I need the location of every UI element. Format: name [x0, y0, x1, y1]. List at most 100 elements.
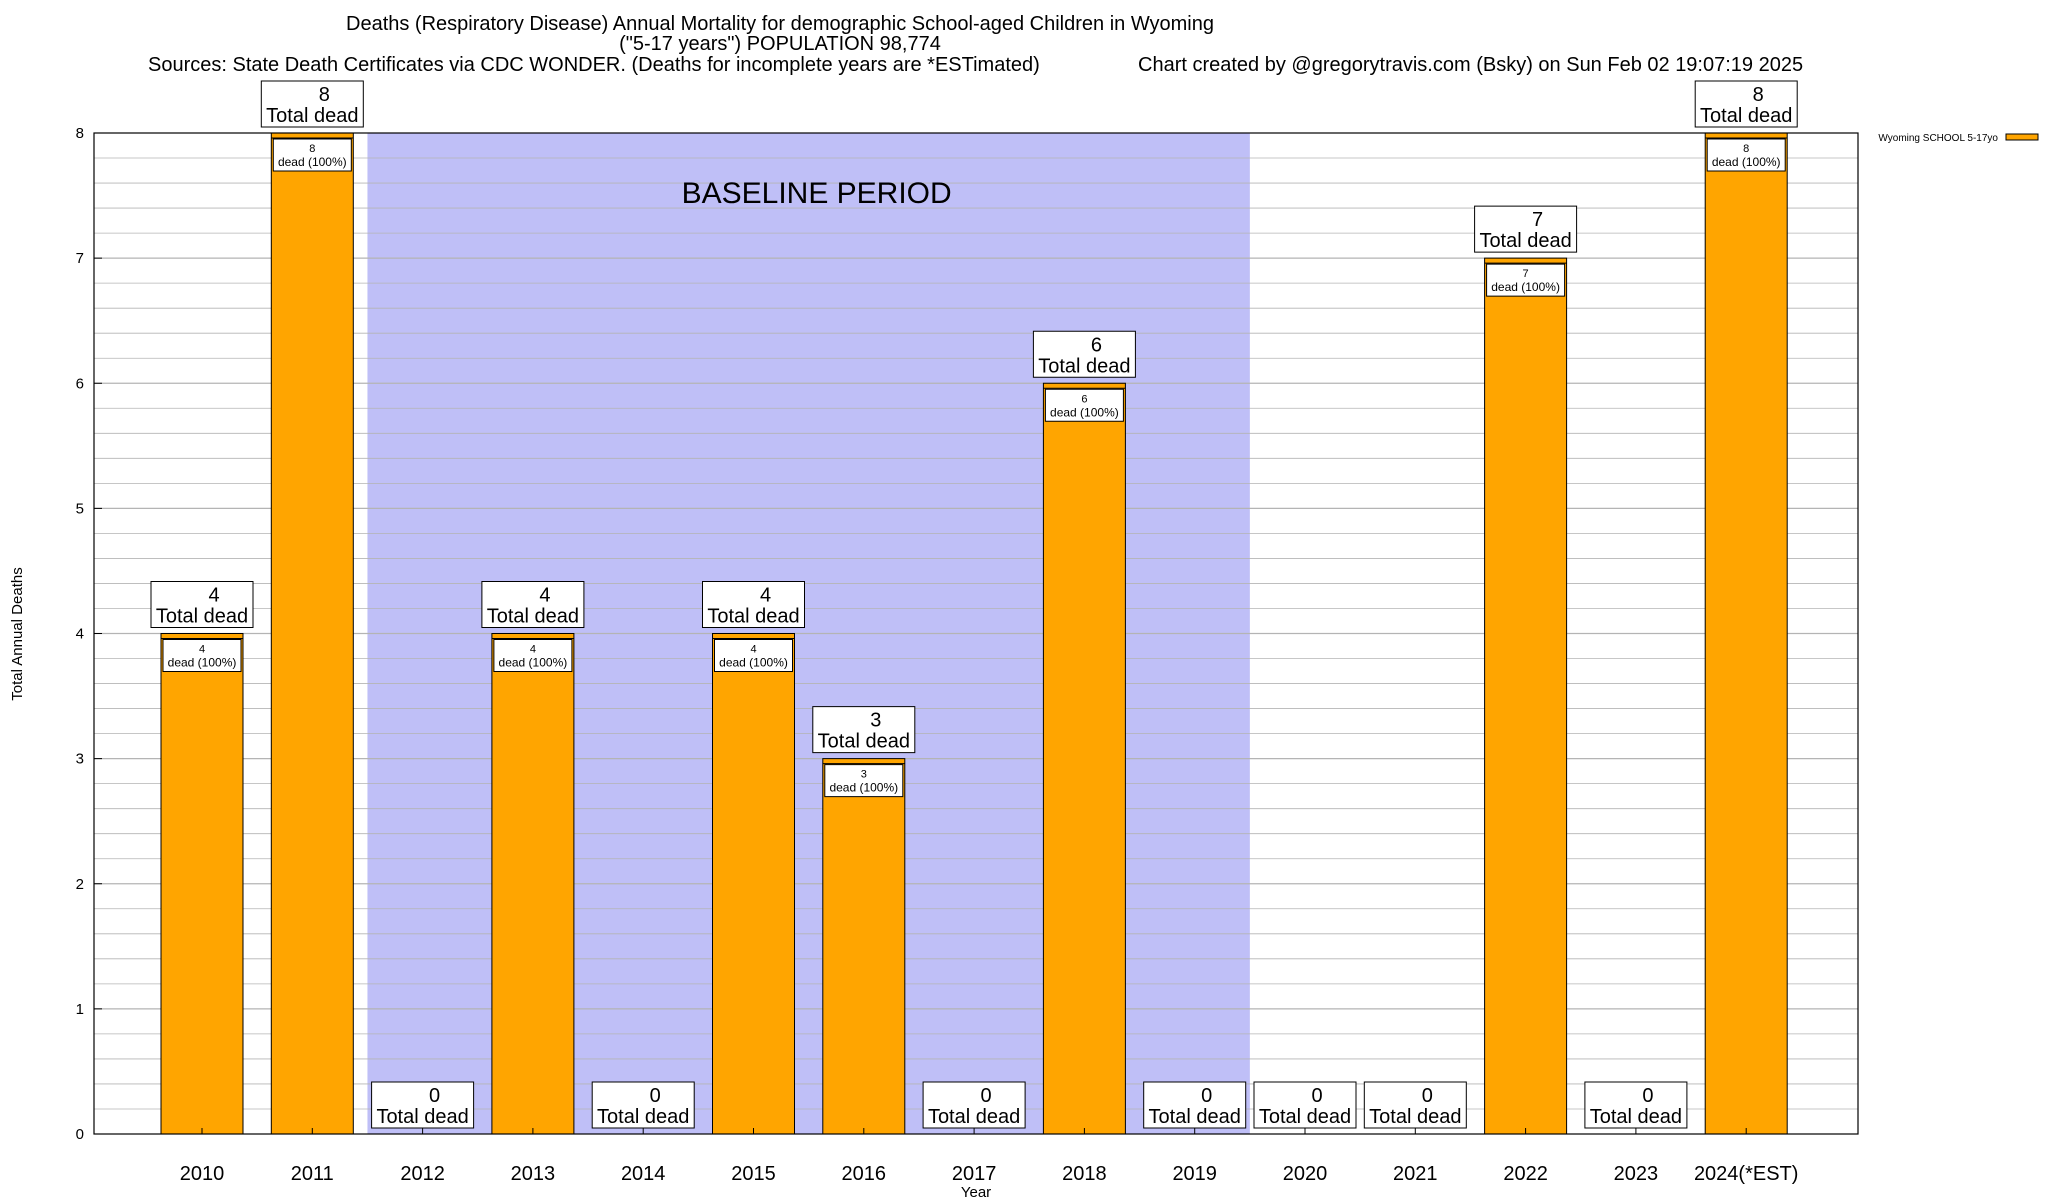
total-value-2015: 4	[760, 585, 771, 607]
total-value-2016: 3	[870, 710, 881, 732]
baseline-period-label: BASELINE PERIOD	[682, 177, 952, 210]
x-tick-label: 2024(*EST)	[1694, 1163, 1799, 1185]
segment-label-box-2018	[1044, 388, 1124, 422]
bar-2010	[160, 633, 244, 1135]
bar-2011	[270, 132, 354, 1135]
x-tick-label: 2018	[1062, 1163, 1107, 1185]
segment-value-label-2015: 4	[750, 644, 756, 656]
segment-label-box-2024(*EST)	[1706, 138, 1786, 172]
x-tick-label: 2017	[952, 1163, 997, 1185]
y-tick-label: 4	[76, 626, 84, 643]
legend-swatch	[2005, 133, 2039, 141]
total-label-box-2020	[1253, 1081, 1357, 1129]
total-label-box-2014	[591, 1081, 695, 1129]
chart-credit: Chart created by @gregorytravis.com (Bsk…	[1138, 54, 1803, 76]
total-label-box-2018	[1032, 330, 1136, 378]
total-value-2019: 0	[1201, 1085, 1212, 1107]
total-value-2013: 4	[539, 585, 550, 607]
total-label-box-2016	[812, 706, 916, 754]
segment-pct-label-2024(*EST): dead (100%)	[1712, 155, 1781, 169]
total-value-2022: 7	[1532, 209, 1543, 231]
x-axis-label: Year	[961, 1184, 991, 1200]
x-tick-label: 2019	[1172, 1163, 1217, 1185]
segment-value-label-2011: 8	[309, 143, 315, 155]
segment-value-label-2024(*EST): 8	[1743, 143, 1749, 155]
segment-label-box-2010	[162, 639, 242, 672]
segment-label-box-2015	[714, 639, 793, 672]
total-value-2024(*EST): 8	[1753, 84, 1764, 106]
segment-pct-label-2010: dead (100%)	[168, 656, 237, 670]
y-axis-label: Total Annual Deaths	[9, 567, 26, 700]
x-tick-label: 2015	[731, 1163, 776, 1185]
x-tick-label: 2013	[511, 1163, 556, 1185]
y-tick-label: 6	[76, 375, 84, 392]
total-caption-2013: Total dead	[487, 606, 579, 628]
total-value-2023: 0	[1642, 1085, 1653, 1107]
legend-label: Wyoming SCHOOL 5-17yo	[1878, 133, 1998, 144]
x-tick-label: 2014	[621, 1163, 666, 1185]
segment-pct-label-2016: dead (100%)	[829, 781, 898, 795]
total-label-box-2010	[150, 581, 254, 628]
total-caption-2019: Total dead	[1149, 1106, 1241, 1128]
total-caption-2015: Total dead	[707, 606, 799, 628]
total-value-2012: 0	[429, 1085, 440, 1107]
segment-value-label-2022: 7	[1523, 268, 1529, 280]
total-label-box-2012	[371, 1081, 475, 1129]
total-label-box-2022	[1474, 205, 1578, 253]
segment-value-label-2016: 3	[861, 769, 867, 781]
y-tick-label: 0	[76, 1126, 84, 1143]
total-label-box-2011	[260, 80, 364, 128]
bar-2015	[712, 633, 795, 1135]
total-label-box-2017	[922, 1081, 1026, 1129]
x-tick-label: 2021	[1393, 1163, 1438, 1185]
total-label-box-2013	[481, 581, 585, 628]
x-tick-label: 2010	[180, 1163, 225, 1185]
total-caption-2012: Total dead	[376, 1106, 468, 1128]
total-caption-2021: Total dead	[1369, 1106, 1461, 1128]
x-tick-label: 2012	[400, 1163, 445, 1185]
total-value-2021: 0	[1422, 1085, 1433, 1107]
chart-subtitle: ("5-17 years") POPULATION 98,774	[619, 33, 941, 55]
total-value-2010: 4	[208, 585, 219, 607]
total-caption-2016: Total dead	[818, 731, 910, 753]
total-caption-2014: Total dead	[597, 1106, 689, 1128]
total-caption-2010: Total dead	[156, 606, 248, 628]
x-tick-label: 2011	[291, 1163, 334, 1185]
total-label-box-2021	[1363, 1081, 1467, 1129]
segment-pct-label-2018: dead (100%)	[1050, 405, 1119, 419]
x-tick-label: 2023	[1614, 1163, 1659, 1185]
segment-pct-label-2015: dead (100%)	[719, 656, 788, 670]
total-value-2020: 0	[1311, 1085, 1322, 1107]
segment-label-box-2011	[272, 138, 352, 172]
segment-label-box-2016	[824, 764, 904, 798]
total-value-2017: 0	[981, 1085, 992, 1107]
total-label-box-2024(*EST)	[1694, 80, 1798, 128]
total-caption-2023: Total dead	[1590, 1106, 1682, 1128]
total-label-box-2015	[702, 581, 805, 628]
segment-label-box-2022	[1486, 263, 1566, 297]
total-caption-2018: Total dead	[1038, 355, 1130, 377]
total-caption-2024(*EST): Total dead	[1700, 105, 1792, 127]
total-label-box-2019	[1143, 1081, 1247, 1129]
total-caption-2011: Total dead	[266, 105, 358, 127]
y-tick-label: 2	[76, 876, 84, 893]
total-value-2014: 0	[650, 1085, 661, 1107]
chart-sources: Sources: State Death Certificates via CD…	[148, 54, 1040, 76]
bar-2016	[822, 758, 906, 1135]
segment-value-label-2013: 4	[530, 644, 536, 656]
credit-text: Chart created by @gregorytravis.com (Bsk…	[1138, 54, 1804, 76]
x-tick-label: 2016	[842, 1163, 887, 1185]
segment-pct-label-2013: dead (100%)	[499, 656, 568, 670]
bar-2022	[1484, 257, 1568, 1135]
segment-pct-label-2011: dead (100%)	[278, 155, 347, 169]
segment-pct-label-2022: dead (100%)	[1491, 280, 1560, 294]
sources-text: Sources: State Death Certificates via CD…	[148, 54, 1040, 76]
x-tick-label: 2022	[1503, 1163, 1548, 1185]
bar-2013	[491, 633, 575, 1135]
y-tick-label: 3	[76, 751, 84, 768]
total-value-2018: 6	[1091, 334, 1102, 356]
total-value-2011: 8	[319, 84, 330, 106]
y-tick-label: 8	[76, 125, 84, 142]
bar-2018	[1042, 382, 1126, 1135]
